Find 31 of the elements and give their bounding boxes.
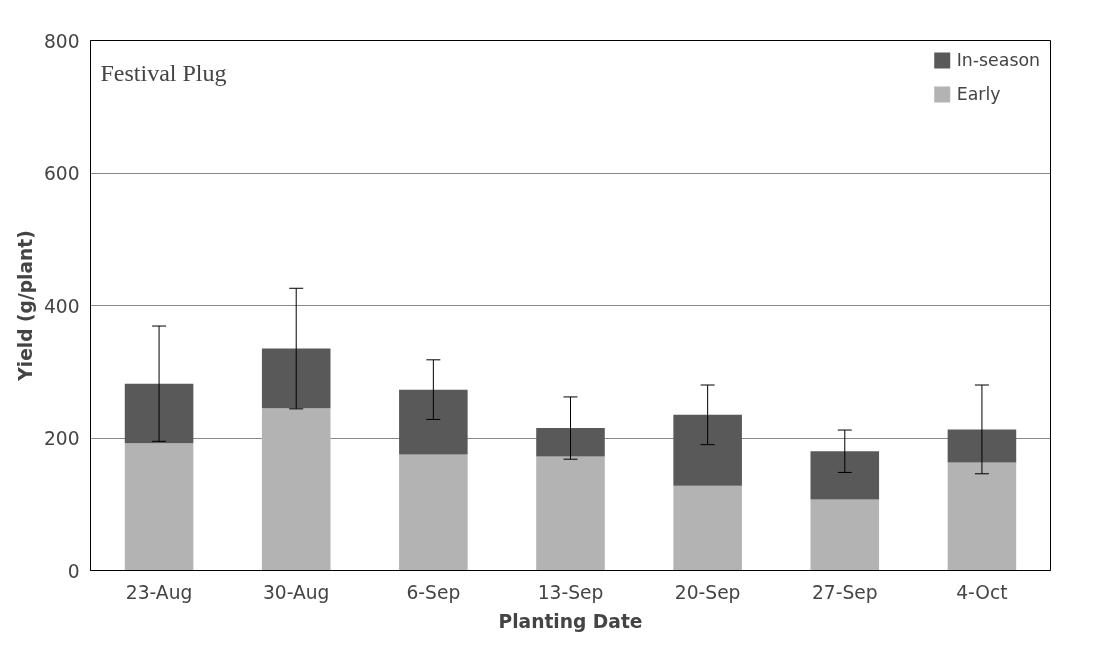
bar <box>399 389 468 455</box>
y-axis-title: Yield (g/plant) <box>14 230 36 382</box>
x-tick-label: 23-Aug <box>125 581 193 603</box>
bar <box>947 462 1017 571</box>
annotation: Festival Plug <box>100 59 227 86</box>
x-tick-label: 6-Sep <box>406 581 461 603</box>
y-tick-label: 0 <box>67 560 80 582</box>
y-tick-label: 800 <box>43 30 80 52</box>
bar <box>673 485 742 571</box>
x-tick-label: 30-Aug <box>262 581 330 603</box>
legend-label: In-season <box>956 50 1040 70</box>
bar <box>536 456 605 571</box>
bar <box>947 429 1017 463</box>
x-tick-label: 20-Sep <box>674 581 741 603</box>
bar <box>124 383 194 444</box>
x-tick-label: 4-Oct <box>956 581 1008 603</box>
x-tick-label: 27-Sep <box>811 581 878 603</box>
y-tick-label: 200 <box>43 428 80 449</box>
bar <box>261 348 331 409</box>
bar <box>810 499 880 571</box>
x-tick-label: 13-Sep <box>537 581 604 603</box>
y-tick-label: 600 <box>43 163 80 184</box>
y-tick-label: 400 <box>43 295 80 317</box>
bar <box>673 414 742 486</box>
legend-label: Early <box>956 84 1001 104</box>
bar <box>810 451 880 500</box>
bar <box>399 454 468 571</box>
bar <box>536 428 605 457</box>
bar <box>124 443 194 571</box>
x-axis-title: Planting Date <box>498 610 643 632</box>
bar <box>261 408 331 571</box>
